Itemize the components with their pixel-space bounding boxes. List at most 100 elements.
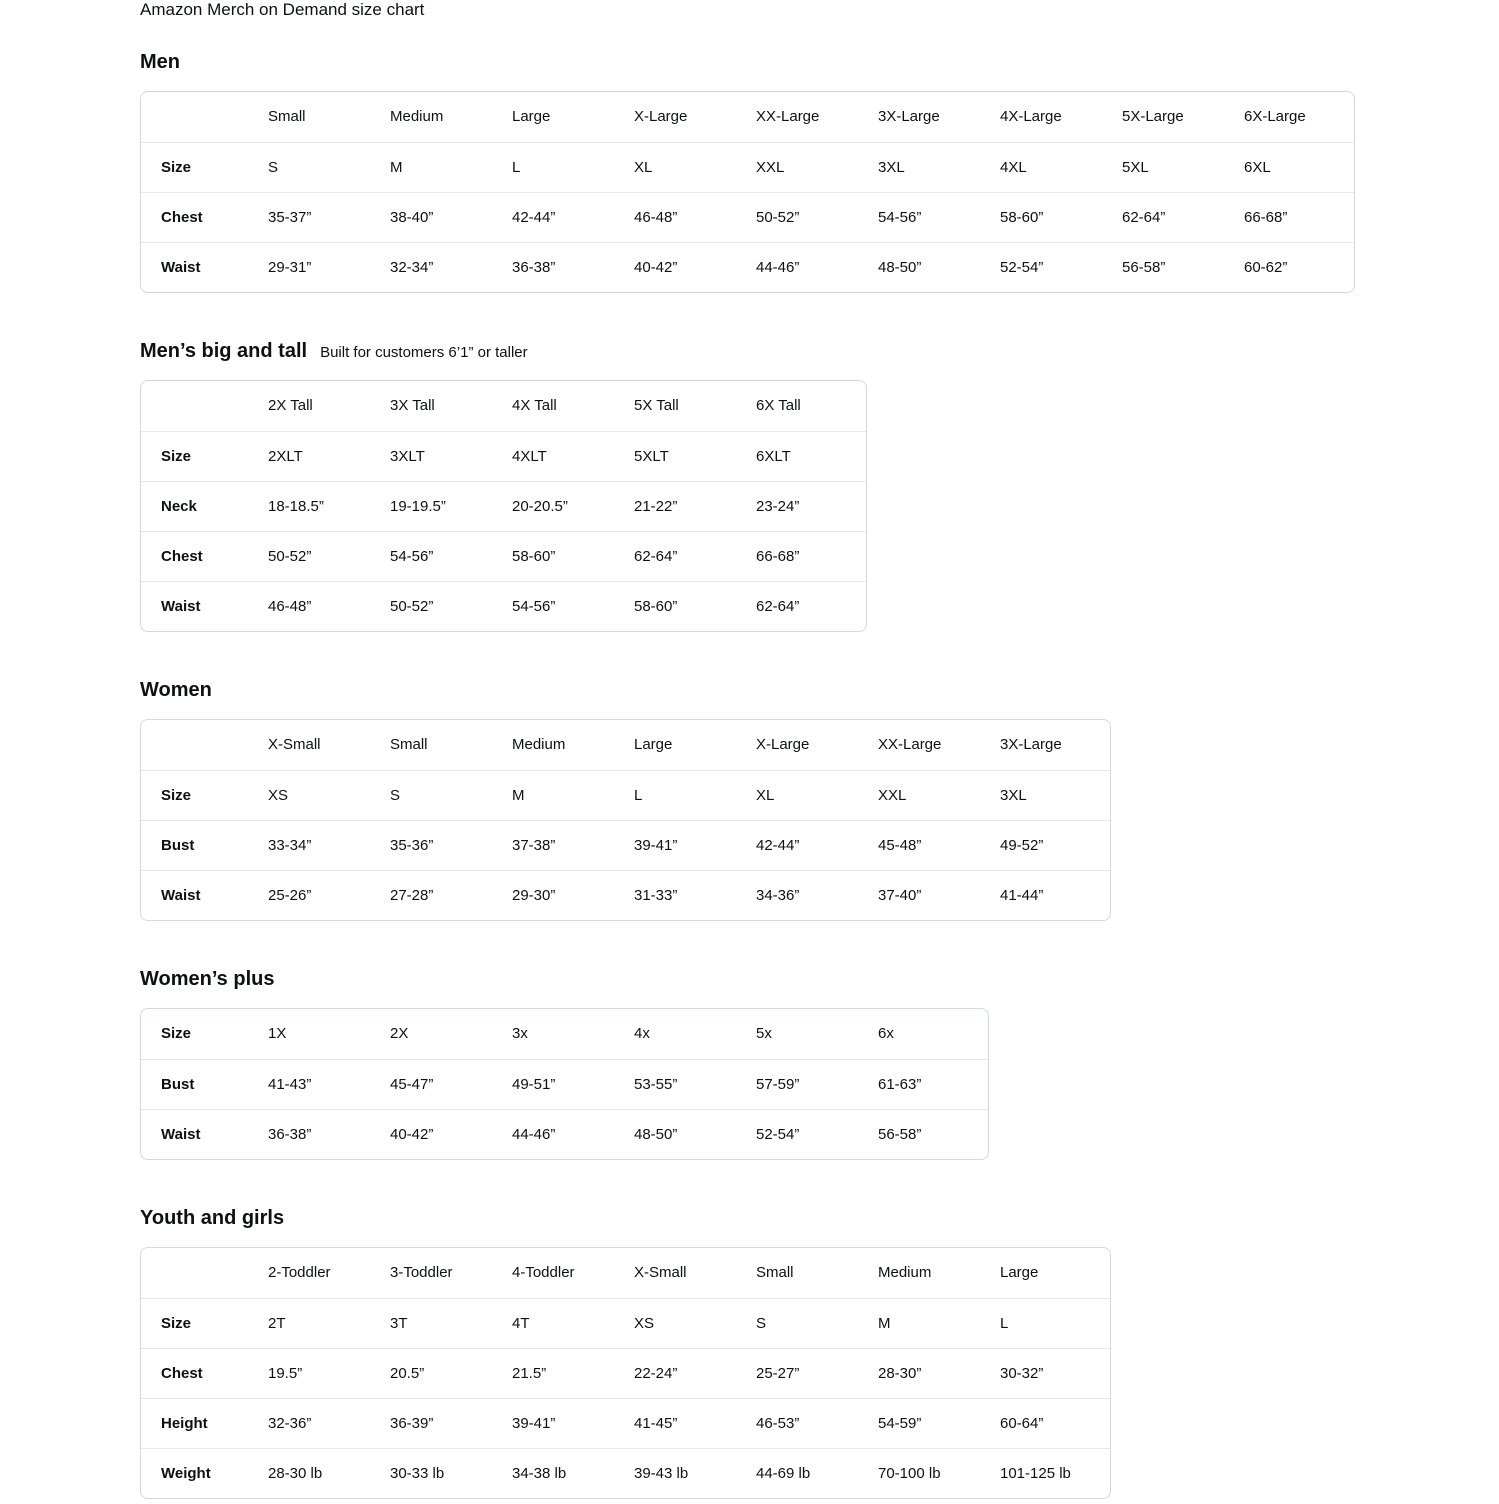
table-cell: 5XLT bbox=[622, 430, 744, 481]
table-cell: 44-46” bbox=[500, 1108, 622, 1159]
table-cell: 66-68” bbox=[744, 530, 866, 581]
section-heading-row: Women’s plus bbox=[140, 969, 1399, 990]
table-cell: 40-42” bbox=[622, 241, 744, 292]
section-heading: Men bbox=[140, 51, 180, 73]
column-header: 3X-Large bbox=[1000, 736, 1062, 754]
table-cell: XXL bbox=[744, 141, 866, 192]
column-header: 2X Tall bbox=[268, 397, 313, 415]
table-cell: 66-68” bbox=[1232, 191, 1354, 242]
table-cell: 46-53” bbox=[744, 1397, 866, 1448]
header-row: Small Medium Large X-Large XX-Large 3X-Large 4… bbox=[141, 92, 1354, 142]
size-table: X-Small Small Medium Large X-Large XX-Large 3X… bbox=[140, 719, 1111, 921]
table-cell: 54-56” bbox=[500, 580, 622, 631]
corner-cell bbox=[141, 92, 256, 142]
table-row: Height 32-36” 36-39” 39-41” 41-45” 46-53” 54-5… bbox=[141, 1397, 1110, 1448]
row-label: Size bbox=[141, 1297, 256, 1348]
table-cell: 101-125 lb bbox=[988, 1447, 1110, 1498]
table-cell: XS bbox=[622, 1297, 744, 1348]
row-label: Neck bbox=[141, 480, 256, 531]
table-cell: XXL bbox=[866, 769, 988, 820]
table-cell: 19.5” bbox=[256, 1347, 378, 1398]
table-cell: 3T bbox=[378, 1297, 500, 1348]
column-header: Small bbox=[268, 108, 306, 126]
table-cell: 5x bbox=[756, 1025, 772, 1043]
table-cell: 21-22” bbox=[622, 480, 744, 531]
table-cell: 29-30” bbox=[500, 869, 622, 920]
column-header: Large bbox=[512, 108, 551, 126]
table-cell: 58-60” bbox=[988, 191, 1110, 242]
table-row: Weight 28-30 lb 30-33 lb 34-38 lb 39-43 lb 44… bbox=[141, 1447, 1110, 1498]
table-cell: 2X bbox=[390, 1025, 409, 1043]
table-cell: 39-41” bbox=[500, 1397, 622, 1448]
section-men: Men Small Medium Large X-Large XX-Large 3X-Lar… bbox=[140, 52, 1399, 298]
table-cell: 40-42” bbox=[378, 1108, 500, 1159]
table-row: Neck 18-18.5” 19-19.5” 20-20.5” 21-22” 23-24” bbox=[141, 480, 866, 531]
table-cell: 36-38” bbox=[256, 1108, 378, 1159]
row-label: Waist bbox=[141, 241, 256, 292]
row-label: Chest bbox=[141, 191, 256, 242]
table-cell: 46-48” bbox=[256, 580, 378, 631]
table-cell: 18-18.5” bbox=[256, 480, 378, 531]
column-header: XX-Large bbox=[756, 108, 820, 126]
table-row: Waist 29-31” 32-34” 36-38” 40-42” 44-46” 48-50… bbox=[141, 241, 1354, 292]
table-cell: 3x bbox=[512, 1025, 528, 1043]
table-cell: 29-31” bbox=[256, 241, 378, 292]
table-cell: XL bbox=[744, 769, 866, 820]
table-cell: 41-45” bbox=[622, 1397, 744, 1448]
column-header: Medium bbox=[878, 1264, 932, 1282]
table-cell: XS bbox=[256, 769, 378, 820]
table-cell: 31-33” bbox=[622, 869, 744, 920]
table-cell: 36-38” bbox=[500, 241, 622, 292]
table-cell: 53-55” bbox=[622, 1058, 744, 1109]
header-row: X-Small Small Medium Large X-Large XX-Large 3X… bbox=[141, 720, 1110, 770]
table-cell: 35-37” bbox=[256, 191, 378, 242]
column-header: 3X Tall bbox=[390, 397, 435, 415]
row-label: Size bbox=[141, 141, 256, 192]
column-header: X-Large bbox=[756, 736, 810, 754]
row-label: Chest bbox=[141, 1347, 256, 1398]
row-label: Size bbox=[141, 769, 256, 820]
table-cell: 44-69 lb bbox=[744, 1447, 866, 1498]
table-cell: S bbox=[378, 769, 500, 820]
table-cell: 3XLT bbox=[378, 430, 500, 481]
table-cell: 20.5” bbox=[378, 1347, 500, 1398]
row-label: Weight bbox=[141, 1447, 256, 1498]
table-cell: 3XL bbox=[866, 141, 988, 192]
table-cell: 2T bbox=[256, 1297, 378, 1348]
row-label: Size bbox=[161, 1025, 192, 1043]
column-header: Medium bbox=[512, 736, 566, 754]
header-row: 2-Toddler 3-Toddler 4-Toddler X-Small Small M… bbox=[141, 1248, 1110, 1298]
column-header: 5X-Large bbox=[1122, 108, 1184, 126]
table-cell: 27-28” bbox=[378, 869, 500, 920]
table-cell: 20-20.5” bbox=[500, 480, 622, 531]
table-row: Waist 36-38” 40-42” 44-46” 48-50” 52-54” 56-58… bbox=[141, 1108, 988, 1159]
section-heading-row: Men bbox=[140, 52, 1399, 73]
table-cell: 39-43 lb bbox=[622, 1447, 744, 1498]
table-cell: 46-48” bbox=[622, 191, 744, 242]
row-label: Waist bbox=[141, 869, 256, 920]
column-header: 3-Toddler bbox=[390, 1264, 453, 1282]
section-women: Women X-Small Small Medium Large X-Large XX-La… bbox=[140, 680, 1399, 926]
section-heading-row: Youth and girls bbox=[140, 1208, 1399, 1229]
table-cell: 41-43” bbox=[256, 1058, 378, 1109]
table-cell: 25-27” bbox=[744, 1347, 866, 1398]
row-label: Bust bbox=[141, 1058, 256, 1109]
table-cell: 4x bbox=[634, 1025, 650, 1043]
section-heading-row: Men’s big and tall Built for customers 6’… bbox=[140, 341, 1399, 362]
table-cell: 62-64” bbox=[744, 580, 866, 631]
size-table-grid: X-Small Small Medium Large X-Large XX-Large 3X… bbox=[141, 720, 1110, 920]
column-header: Large bbox=[634, 736, 673, 754]
table-cell: 60-62” bbox=[1232, 241, 1354, 292]
column-header: 3X-Large bbox=[878, 108, 940, 126]
table-row: Chest 50-52” 54-56” 58-60” 62-64” 66-68” bbox=[141, 530, 866, 581]
page-title: Amazon Merch on Demand size chart bbox=[140, 0, 425, 19]
column-header: 4-Toddler bbox=[512, 1264, 575, 1282]
table-cell: 1X bbox=[268, 1025, 287, 1043]
table-row: Chest 35-37” 38-40” 42-44” 46-48” 50-52” 54-56… bbox=[141, 191, 1354, 242]
table-cell: 38-40” bbox=[378, 191, 500, 242]
table-cell: 25-26” bbox=[256, 869, 378, 920]
table-cell: 56-58” bbox=[1110, 241, 1232, 292]
section-youth-and-girls: Youth and girls 2-Toddler 3-Toddler 4-Toddl… bbox=[140, 1208, 1399, 1504]
size-table-grid: Small Medium Large X-Large XX-Large 3X-Large 4… bbox=[141, 92, 1354, 292]
